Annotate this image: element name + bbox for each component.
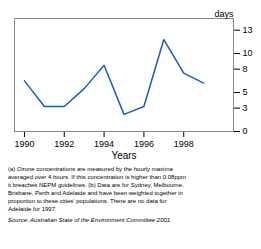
svg-text:days: days [214, 9, 234, 19]
svg-text:13: 13 [243, 25, 253, 35]
svg-text:1994: 1994 [94, 139, 114, 149]
svg-text:0: 0 [243, 126, 248, 136]
html-text:(a) Ozone concentrations are m: (a) Ozone concentrations are measured by… [8, 166, 187, 212]
svg-text:1996: 1996 [134, 139, 154, 149]
svg-text:8: 8 [243, 64, 248, 74]
svg-text:Years: Years [111, 150, 136, 161]
svg-text:1998: 1998 [174, 139, 194, 149]
svg-text:5: 5 [243, 87, 248, 97]
svg-text:1992: 1992 [54, 139, 74, 149]
svg-text:1990: 1990 [14, 139, 34, 149]
html-text:Source: Australian State of th: Source: Australian State of the Environm… [8, 217, 172, 223]
svg-text:10: 10 [243, 48, 253, 58]
svg-text:3: 3 [243, 103, 248, 113]
